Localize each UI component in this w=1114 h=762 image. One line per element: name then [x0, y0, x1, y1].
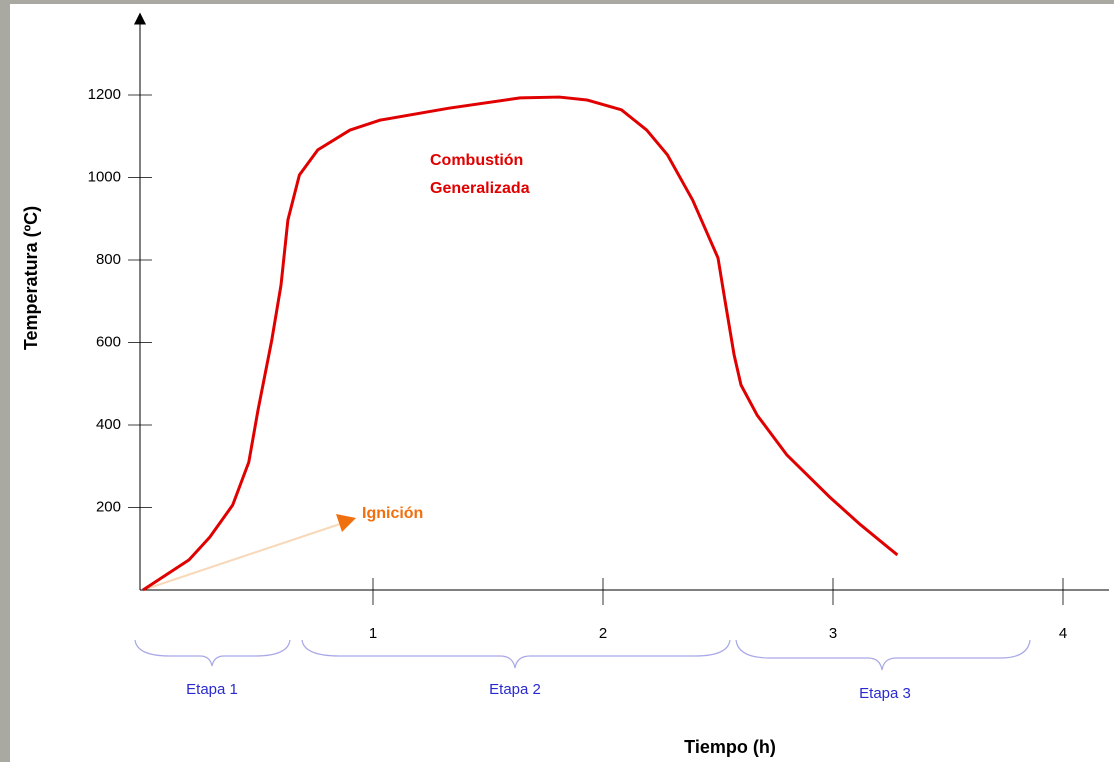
x-tick-label: 3	[829, 625, 837, 642]
combustion-label: Generalizada	[430, 180, 530, 197]
panel	[10, 4, 1114, 762]
temperature-line	[142, 95, 899, 592]
y-tick-label: 200	[96, 498, 121, 515]
stage-label: Etapa 2	[489, 681, 541, 698]
y-tick-label: 400	[96, 416, 121, 433]
ignition-arrowhead	[336, 514, 356, 532]
brace	[134, 639, 291, 667]
y-tick-label: 800	[96, 251, 121, 268]
stage-label: Etapa 1	[186, 681, 238, 698]
y-tick-label: 1200	[88, 86, 121, 103]
x-tick-label: 1	[369, 625, 377, 642]
y-tick-label: 1000	[88, 168, 121, 185]
ignition-arrow	[142, 521, 347, 591]
y-axis-arrow	[134, 12, 146, 25]
brace	[735, 639, 1031, 671]
y-axis-label: Temperatura (ºC)	[21, 206, 41, 350]
combustion-label: Combustión	[430, 152, 523, 169]
y-tick-label: 600	[96, 333, 121, 350]
ignition-label: Ignición	[362, 505, 423, 522]
brace	[301, 639, 731, 669]
x-tick-label: 2	[599, 625, 607, 642]
x-tick-label: 4	[1059, 625, 1067, 642]
x-axis-label: Tiempo (h)	[684, 737, 776, 757]
stage-label: Etapa 3	[859, 685, 911, 702]
